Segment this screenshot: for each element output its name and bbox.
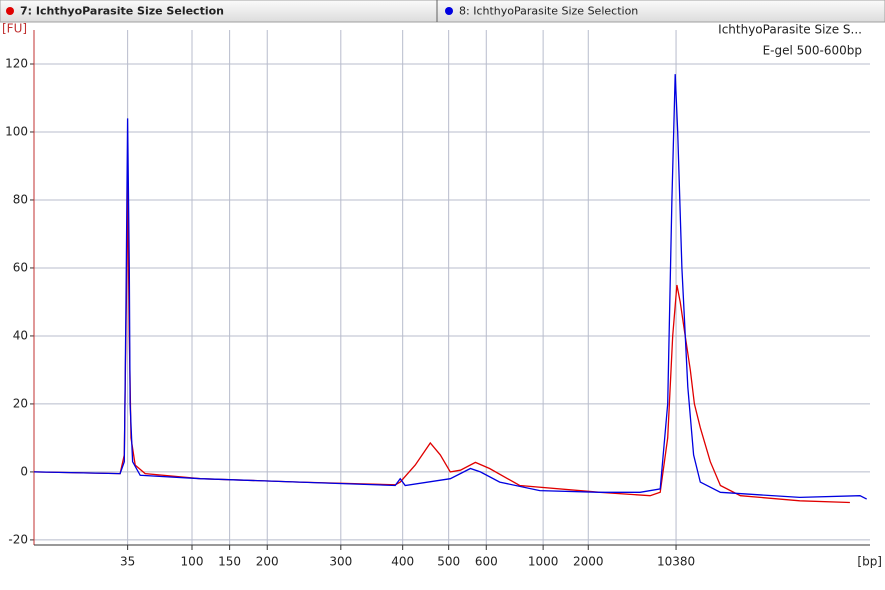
x-tick-label: 400 [391,555,414,569]
x-tick-label: 1000 [528,555,559,569]
tab-label: 8: IchthyoParasite Size Selection [459,5,638,18]
x-tick-label: 10380 [657,555,695,569]
tab-dot [445,7,453,15]
x-tick-label: 150 [218,555,241,569]
y-tick-label: 0 [20,464,28,478]
legend-annotation: E-gel 500-600bp [763,44,862,58]
header-bar [0,0,885,23]
y-tick-label: 20 [13,396,28,410]
y-tick-label: 100 [5,124,28,138]
plot-area [34,30,870,545]
x-tick-label: 300 [329,555,352,569]
x-tick-label: 600 [475,555,498,569]
y-tick-label: 80 [13,192,28,206]
y-tick-label: 40 [13,328,28,342]
x-axis-label: [bp] [857,555,882,569]
x-tick-label: 2000 [573,555,604,569]
x-tick-label: 100 [181,555,204,569]
x-tick-label: 200 [256,555,279,569]
y-tick-label: -20 [8,532,28,546]
tab-label: 7: IchthyoParasite Size Selection [20,5,224,18]
legend-annotation: IchthyoParasite Size S... [718,23,862,37]
tab-dot [6,7,14,15]
y-tick-label: 60 [13,260,28,274]
trace [33,74,867,500]
x-tick-label: 500 [437,555,460,569]
x-tick-label: 35 [120,555,135,569]
y-tick-label: 120 [5,56,28,70]
y-axis-label: [FU] [2,22,27,36]
